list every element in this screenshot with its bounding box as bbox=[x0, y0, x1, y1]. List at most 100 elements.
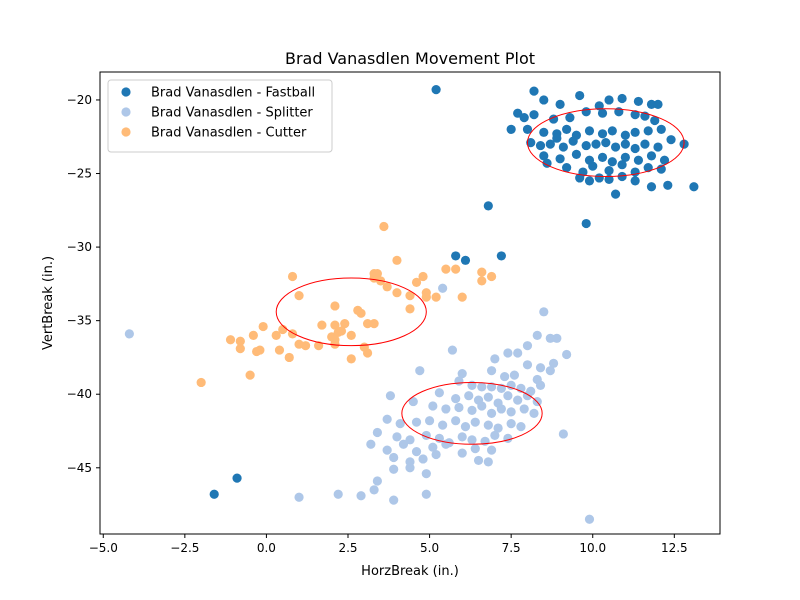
data-point bbox=[441, 264, 451, 274]
data-point bbox=[503, 433, 513, 443]
data-point bbox=[483, 457, 493, 467]
x-axis: −5.0 −2.5 0.0 2.5 5.0 7.5 10.0 12.5 bbox=[89, 534, 688, 555]
data-point bbox=[362, 348, 373, 358]
legend-marker bbox=[121, 107, 131, 117]
data-point bbox=[539, 127, 549, 137]
data-point bbox=[333, 489, 343, 499]
data-point bbox=[248, 330, 258, 340]
data-point bbox=[633, 96, 644, 107]
data-point bbox=[535, 380, 546, 390]
data-point bbox=[630, 143, 640, 154]
data-point bbox=[630, 127, 640, 137]
data-point bbox=[610, 189, 621, 199]
data-point bbox=[483, 420, 493, 430]
data-point bbox=[336, 326, 347, 336]
data-point bbox=[529, 110, 539, 120]
data-point bbox=[385, 391, 396, 401]
data-point bbox=[545, 333, 555, 343]
data-point bbox=[656, 124, 666, 134]
data-point bbox=[330, 301, 340, 311]
data-point bbox=[522, 360, 533, 370]
data-point bbox=[513, 348, 523, 358]
data-point bbox=[366, 439, 376, 449]
y-axis-label: VertBreak (in.) bbox=[41, 256, 56, 350]
data-point bbox=[389, 495, 399, 505]
data-point bbox=[477, 382, 487, 392]
data-point bbox=[470, 444, 480, 454]
data-point bbox=[424, 416, 435, 426]
data-point bbox=[568, 136, 578, 146]
data-point bbox=[438, 420, 448, 430]
data-point bbox=[630, 167, 640, 177]
data-point bbox=[640, 139, 650, 149]
data-point bbox=[421, 469, 431, 479]
data-point bbox=[604, 95, 614, 105]
data-point bbox=[362, 318, 373, 329]
data-point bbox=[235, 336, 245, 346]
data-point bbox=[575, 173, 585, 183]
data-point bbox=[392, 432, 402, 442]
data-point bbox=[519, 404, 529, 414]
data-point bbox=[620, 130, 630, 140]
data-point bbox=[535, 140, 546, 151]
data-point bbox=[509, 370, 520, 380]
data-point bbox=[434, 388, 444, 398]
data-point bbox=[245, 370, 255, 380]
data-point bbox=[490, 354, 500, 364]
data-point bbox=[545, 366, 555, 376]
data-point bbox=[555, 154, 565, 164]
data-point bbox=[610, 142, 621, 152]
data-point bbox=[646, 151, 657, 161]
data-point bbox=[382, 282, 392, 292]
data-point bbox=[614, 107, 624, 117]
data-point bbox=[633, 155, 644, 165]
data-point bbox=[653, 99, 663, 109]
legend-label: Brad Vanasdlen - Splitter bbox=[151, 106, 313, 121]
data-point bbox=[496, 251, 506, 261]
data-point bbox=[317, 320, 327, 330]
data-point bbox=[457, 369, 467, 379]
data-point bbox=[405, 435, 415, 445]
data-point bbox=[451, 251, 461, 261]
x-axis-label: HorzBreak (in.) bbox=[361, 564, 459, 579]
data-point bbox=[464, 391, 474, 401]
data-point bbox=[516, 421, 526, 432]
plot-frame bbox=[99, 71, 721, 535]
data-point bbox=[415, 366, 425, 376]
data-point bbox=[454, 402, 464, 413]
data-point bbox=[539, 151, 549, 161]
data-point bbox=[630, 176, 640, 186]
data-point bbox=[467, 435, 477, 445]
data-point bbox=[398, 439, 409, 449]
data-point bbox=[594, 173, 604, 183]
x-tick-label: −2.5 bbox=[170, 541, 199, 555]
data-point bbox=[506, 419, 516, 429]
data-point bbox=[571, 149, 582, 159]
data-point bbox=[421, 489, 431, 499]
data-point bbox=[607, 126, 617, 136]
y-axis: −45 −40 −35 −30 −25 −20 bbox=[67, 93, 100, 475]
data-point bbox=[451, 264, 461, 274]
data-point bbox=[346, 354, 356, 364]
y-tick-label: −25 bbox=[67, 167, 92, 181]
data-point bbox=[408, 396, 418, 407]
legend-marker bbox=[121, 87, 131, 97]
data-point bbox=[503, 348, 513, 358]
data-point bbox=[457, 292, 467, 302]
data-point bbox=[617, 93, 627, 104]
data-point bbox=[486, 271, 497, 282]
data-point bbox=[552, 333, 562, 343]
data-point bbox=[650, 115, 660, 126]
data-point bbox=[545, 139, 555, 149]
data-point bbox=[656, 164, 666, 174]
data-point bbox=[460, 421, 471, 432]
data-point bbox=[555, 99, 565, 109]
data-point bbox=[441, 404, 451, 414]
data-point bbox=[382, 414, 392, 424]
data-point bbox=[284, 352, 294, 363]
data-point bbox=[294, 339, 304, 349]
data-point bbox=[506, 407, 516, 417]
data-point bbox=[428, 442, 438, 452]
data-point bbox=[486, 445, 497, 455]
